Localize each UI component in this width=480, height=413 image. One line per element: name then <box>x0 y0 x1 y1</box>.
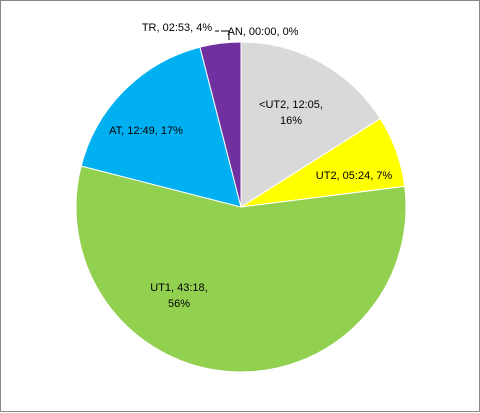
data-label-ut2: UT2, 05:24, 7% <box>316 170 393 182</box>
pie-slice-ut2 <box>240 41 382 208</box>
data-label-tr: TR, 02:53, 4% <box>142 22 213 34</box>
data-labels: <UT2, 12:05, 16% UT2, 05:24, 7% UT1, 43:18,… <box>109 22 392 310</box>
pie-slice-ut1 <box>75 165 407 373</box>
data-label-at: AT, 12:49, 17% <box>109 125 183 137</box>
data-label-an: AN, 00:00, 0% <box>228 26 299 38</box>
leader-lines <box>215 30 230 40</box>
pie-slice-tr <box>199 41 242 208</box>
pie-slices <box>75 41 407 373</box>
leader-line-an <box>221 30 230 40</box>
pie-slice-at <box>80 46 242 208</box>
data-label-ut1: UT1, 43:18, 56% <box>150 282 207 310</box>
data-label-ut2: <UT2, 12:05, 16% <box>259 99 323 127</box>
